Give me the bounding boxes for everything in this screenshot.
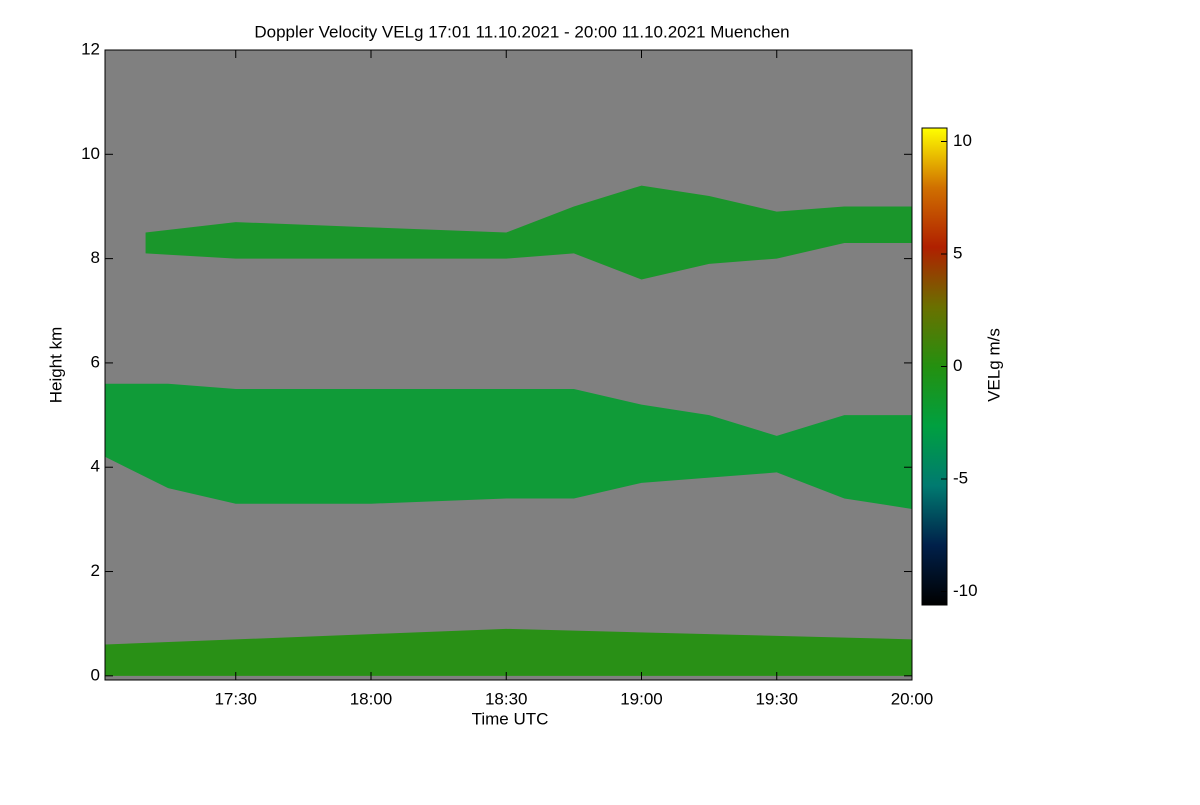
y-tick-label: 0 (91, 665, 100, 684)
y-tick-label: 8 (91, 248, 100, 267)
echo-layer (145, 185, 912, 280)
plot-background (105, 50, 912, 680)
y-tick-label: 2 (91, 561, 100, 580)
y-tick-label: 6 (91, 352, 100, 371)
colorbar-tick-label: 5 (953, 243, 962, 262)
y-tick-label: 12 (81, 39, 100, 58)
x-tick-label: 18:00 (350, 689, 393, 708)
colorbar-tick-label: 0 (953, 356, 962, 375)
plot-frame (104, 49, 913, 681)
x-tick-label: 18:30 (485, 689, 528, 708)
colorbar-tick-label: -5 (953, 468, 968, 487)
x-tick-label: 17:30 (214, 689, 257, 708)
y-tick-label: 4 (91, 457, 100, 476)
x-tick-label: 20:00 (891, 689, 934, 708)
x-axis-label: Time UTC (472, 709, 549, 728)
echo-layer (105, 383, 912, 509)
chart-title: Doppler Velocity VELg 17:01 11.10.2021 -… (254, 22, 789, 41)
y-axis-label: Height km (46, 327, 65, 404)
echo-layer (105, 628, 912, 676)
x-tick-label: 19:30 (755, 689, 798, 708)
colorbar-tick-label: -10 (953, 581, 978, 600)
colorbar-tick-label: 10 (953, 131, 972, 150)
y-tick-label: 10 (81, 144, 100, 163)
colorbar-label: VELg m/s (984, 328, 1003, 402)
x-tick-label: 19:00 (620, 689, 663, 708)
